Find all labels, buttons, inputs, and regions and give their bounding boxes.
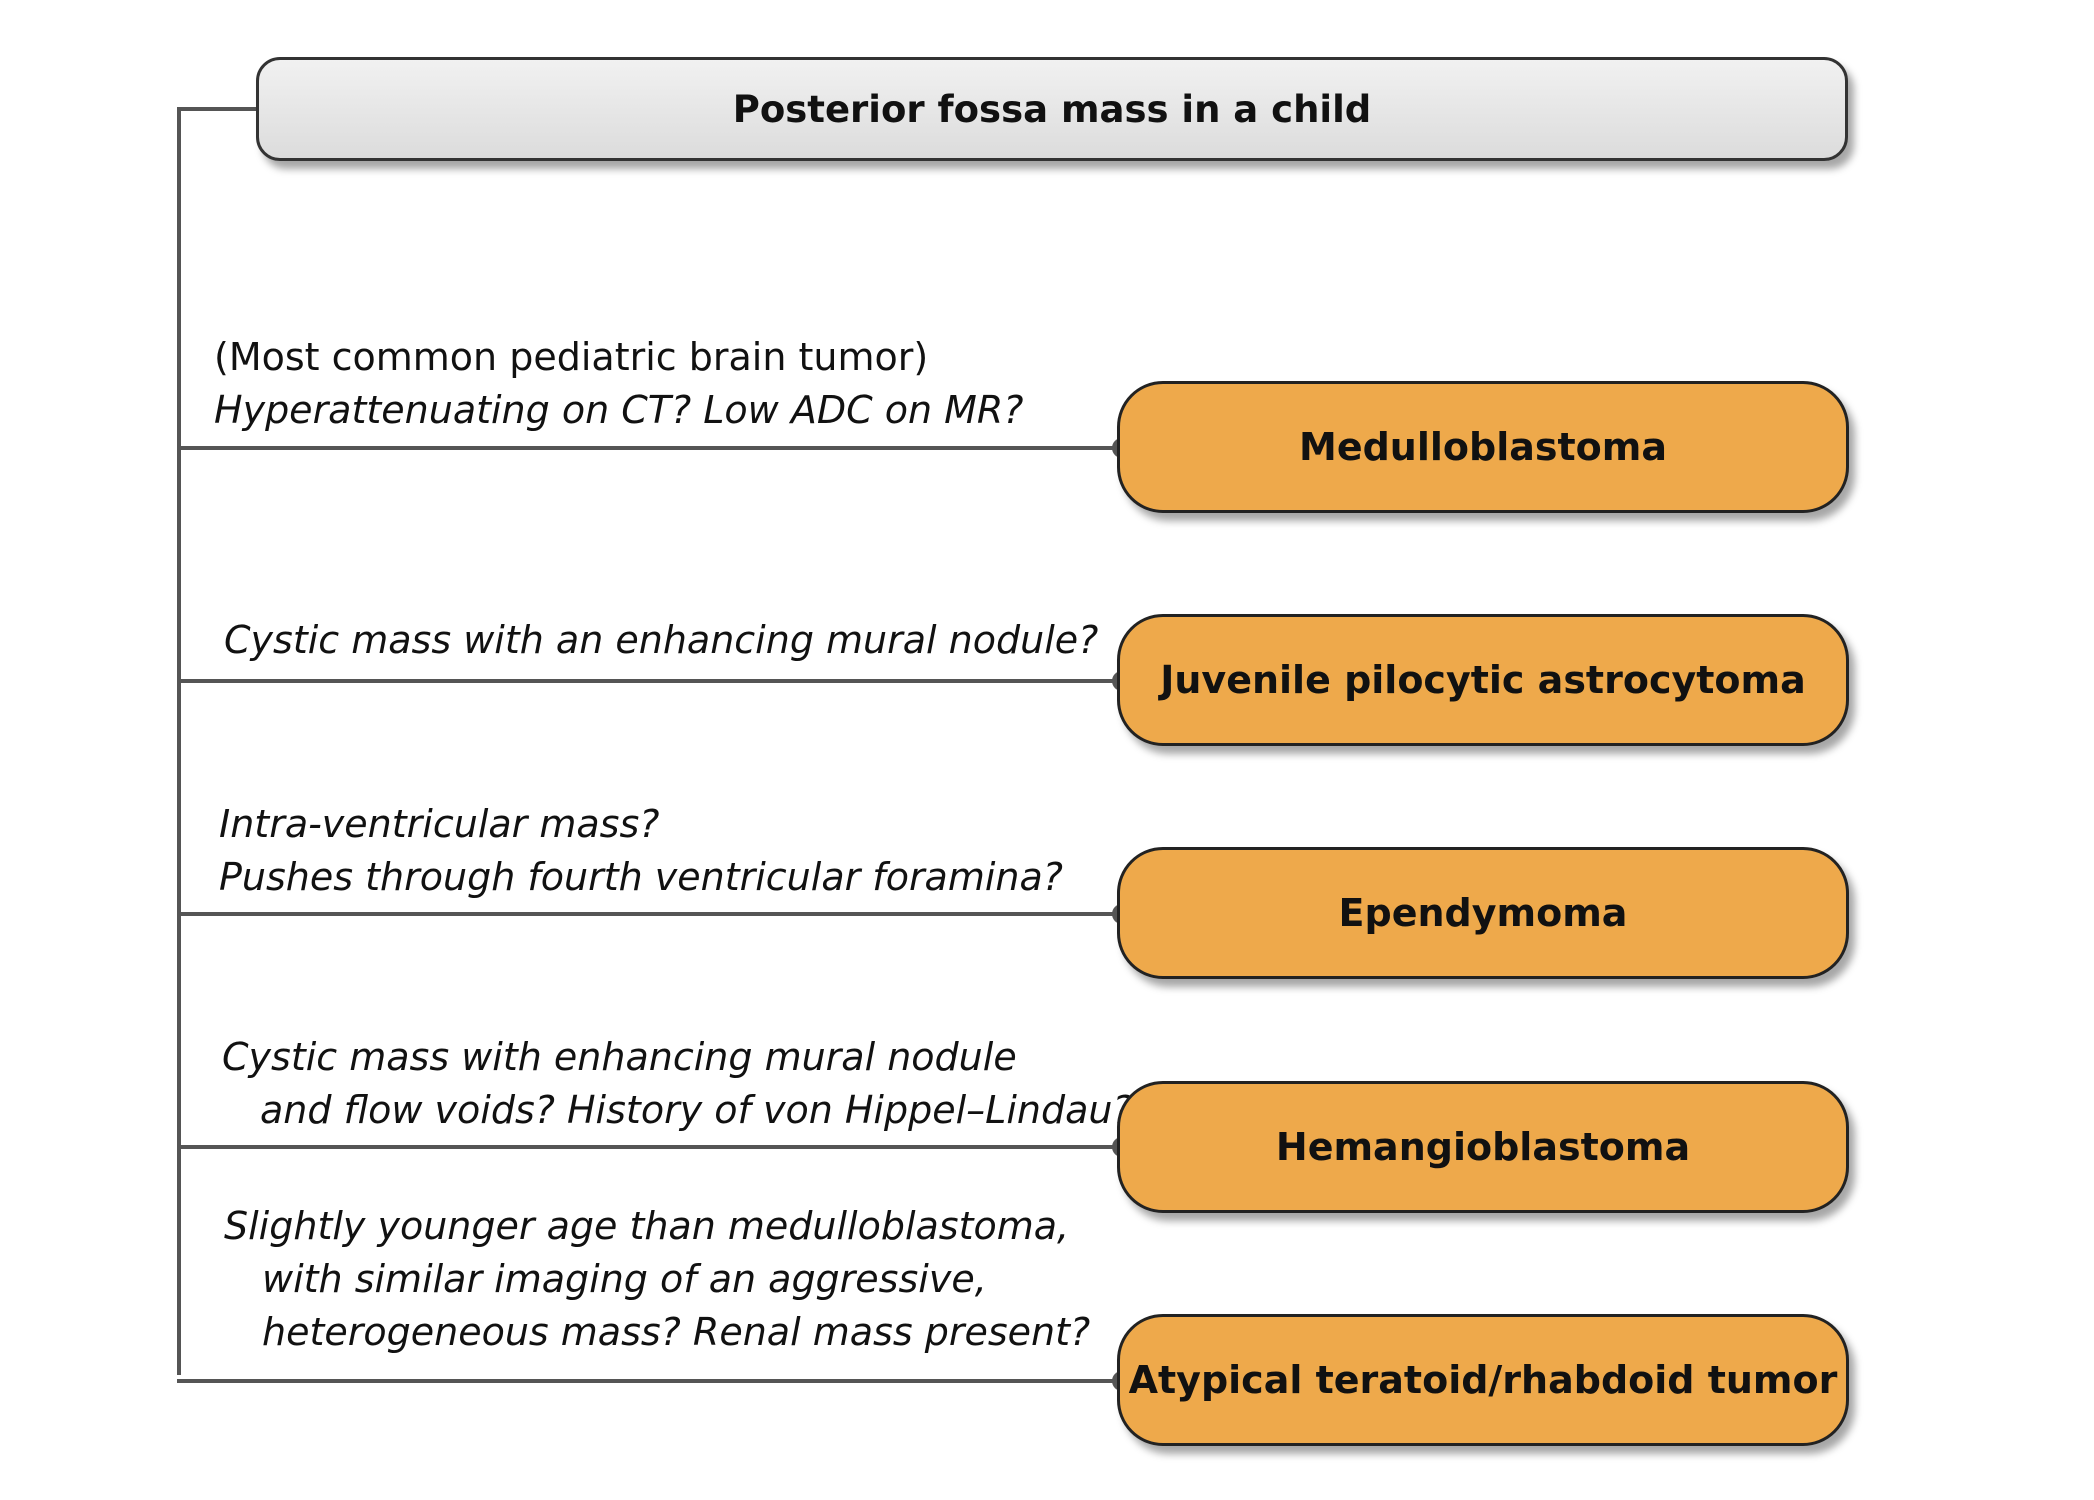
branch-question-5: Slightly younger age than medulloblastom… (224, 1200, 1090, 1359)
result-label: Juvenile pilocytic astrocytoma (1160, 658, 1806, 702)
root-node: Posterior fossa mass in a child (256, 57, 1848, 161)
branch-question-4: Cystic mass with enhancing mural nodule … (222, 1031, 1133, 1137)
branch-note-1: (Most common pediatric brain tumor) (214, 335, 929, 379)
result-node-3: Ependymoma (1117, 847, 1849, 979)
result-node-2: Juvenile pilocytic astrocytoma (1117, 614, 1849, 746)
question-line: with similar imaging of an aggressive, (262, 1257, 987, 1301)
question-line: heterogeneous mass? Renal mass present? (262, 1310, 1091, 1354)
result-label: Medulloblastoma (1299, 425, 1667, 469)
result-label: Hemangioblastoma (1275, 1125, 1691, 1169)
branch-question-1: (Most common pediatric brain tumor) Hype… (214, 331, 1023, 437)
question-line: Intra-ventricular mass? (219, 802, 660, 846)
question-line: Cystic mass with an enhancing mural nodu… (224, 618, 1099, 662)
question-line: Pushes through fourth ventricular forami… (219, 855, 1063, 899)
question-line: and flow voids? History of von Hippel–Li… (260, 1088, 1133, 1132)
result-node-5: Atypical teratoid/rhabdoid tumor (1117, 1314, 1849, 1446)
branch-question-2: Cystic mass with an enhancing mural nodu… (224, 614, 1098, 667)
root-label: Posterior fossa mass in a child (732, 87, 1372, 131)
branch-question-3: Intra-ventricular mass? Pushes through f… (219, 798, 1063, 904)
result-label: Atypical teratoid/rhabdoid tumor (1128, 1358, 1838, 1402)
question-line: Cystic mass with enhancing mural nodule (222, 1035, 1017, 1079)
result-label: Ependymoma (1338, 891, 1628, 935)
result-node-1: Medulloblastoma (1117, 381, 1849, 513)
question-line: Slightly younger age than medulloblastom… (224, 1204, 1070, 1248)
result-node-4: Hemangioblastoma (1117, 1081, 1849, 1213)
question-line: Hyperattenuating on CT? Low ADC on MR? (214, 388, 1024, 432)
